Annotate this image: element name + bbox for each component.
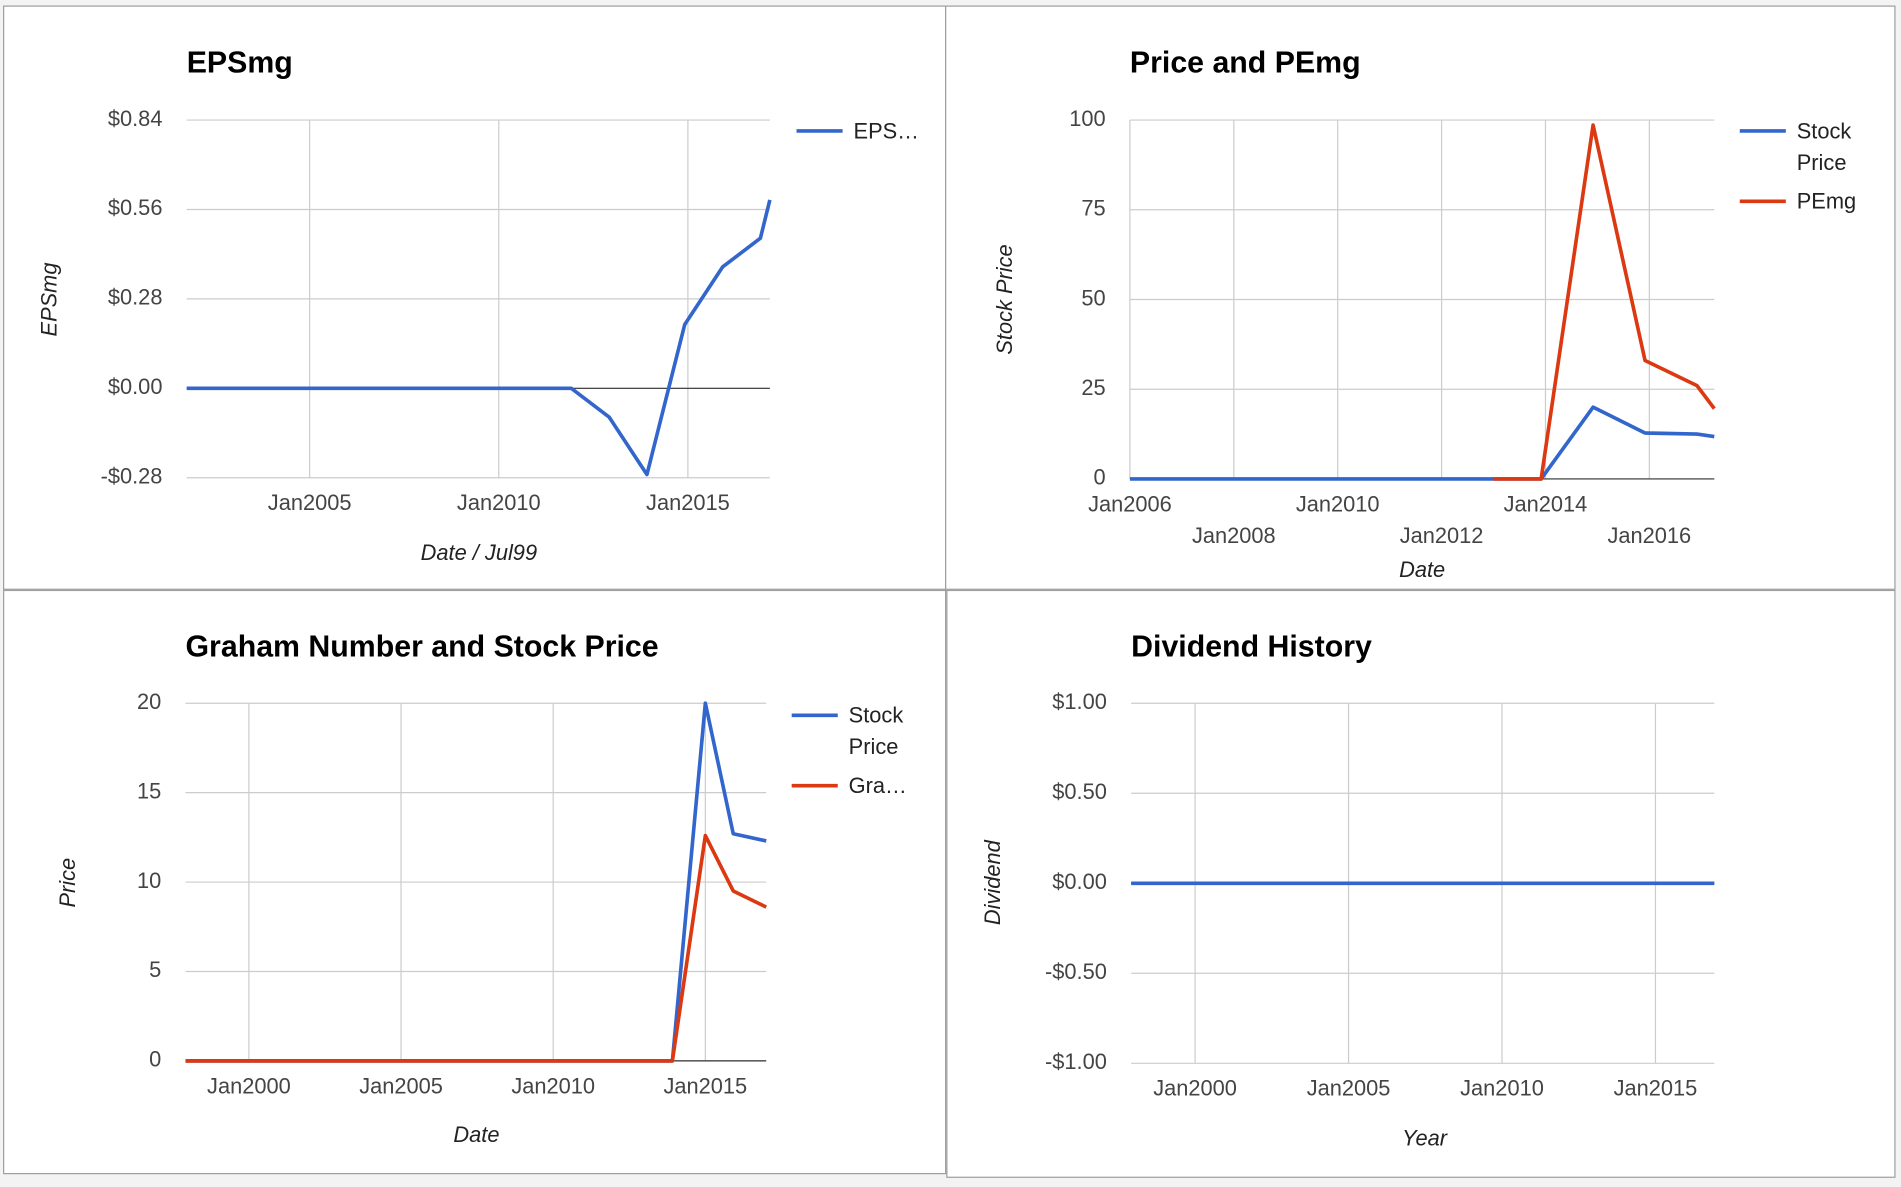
chart-title: EPSmg	[187, 46, 293, 79]
y-tick-label: $0.56	[108, 195, 163, 220]
y-tick-label: $0.00	[108, 374, 163, 399]
x-tick-label: Jan2010	[457, 490, 541, 515]
x-tick-label: Jan2014	[1504, 491, 1588, 516]
chart-title: Price and PEmg	[1130, 46, 1361, 79]
y-tick-label: 0	[149, 1047, 161, 1072]
line-series	[185, 833, 768, 1063]
y-tick-label: $0.00	[1052, 869, 1107, 894]
legend-item: Stock Price	[1796, 118, 1852, 175]
legend-label: Stock Price	[848, 703, 904, 759]
y-tick-label: 0	[1094, 465, 1106, 490]
x-tick-label: Jan2015	[664, 1073, 748, 1098]
y-tick-label: -$1.00	[1045, 1049, 1107, 1074]
legend-item: EPS…	[853, 118, 920, 144]
legend-item: PEmg	[1796, 189, 1857, 214]
legend-label: PEmg	[1796, 189, 1857, 214]
x-tick-label: Jan2015	[1614, 1076, 1698, 1101]
x-tick-label: Jan2016	[1608, 523, 1692, 548]
x-tick-label: Jan2010	[511, 1073, 595, 1098]
y-tick-label: 100	[1069, 106, 1105, 131]
x-tick-label: Jan2000	[207, 1073, 291, 1098]
x-tick-label: Jan2005	[359, 1073, 443, 1098]
x-axis-title: Year	[1402, 1125, 1448, 1150]
x-tick-label: Jan2012	[1400, 523, 1484, 548]
legend-item: Stock Price	[848, 703, 904, 759]
y-tick-label: 50	[1081, 285, 1105, 310]
y-tick-label: 25	[1081, 375, 1105, 400]
legend-label: EPS…	[853, 118, 920, 144]
x-tick-label: Jan2015	[646, 490, 730, 515]
panel	[3, 5, 947, 590]
y-axis-title: Price	[55, 858, 80, 908]
y-tick-label: -$0.50	[1045, 959, 1107, 984]
y-tick-label: 5	[149, 957, 161, 982]
x-tick-label: Jan2010	[1296, 491, 1380, 516]
chart-title: Dividend History	[1131, 631, 1372, 664]
x-tick-label: Jan2005	[1307, 1076, 1391, 1101]
y-tick-label: 15	[137, 778, 161, 803]
x-tick-label: Jan2000	[1153, 1076, 1237, 1101]
y-tick-label: 10	[137, 868, 161, 893]
x-axis-title: Date / Jul99	[421, 540, 537, 565]
panel	[945, 5, 1896, 590]
y-tick-label: $0.28	[108, 285, 163, 310]
legend-label: Stock Price	[1796, 118, 1852, 175]
y-tick-label: 75	[1081, 196, 1105, 221]
legend-item: Gra…	[848, 773, 907, 798]
y-tick-label: $0.50	[1052, 779, 1107, 804]
x-axis-title: Date	[1399, 557, 1445, 582]
legend-label: Gra…	[848, 773, 907, 798]
chart-title: Graham Number and Stock Price	[185, 631, 658, 664]
y-tick-label: $1.00	[1052, 689, 1107, 714]
y-axis-title: EPSmg	[37, 263, 62, 337]
y-axis-title: Stock Price	[992, 244, 1017, 354]
x-tick-label: Jan2005	[268, 490, 352, 515]
x-tick-label: Jan2006	[1088, 491, 1172, 516]
x-tick-label: Jan2008	[1192, 523, 1276, 548]
x-axis-title: Date	[453, 1122, 499, 1147]
y-tick-label: $0.84	[108, 106, 163, 131]
line-series	[1493, 123, 1716, 481]
x-tick-label: Jan2010	[1460, 1076, 1544, 1101]
line-series	[1129, 405, 1715, 481]
y-tick-label: -$0.28	[101, 463, 163, 488]
line-series	[186, 199, 772, 477]
y-tick-label: 20	[137, 689, 161, 714]
y-axis-title: Dividend	[980, 839, 1005, 925]
